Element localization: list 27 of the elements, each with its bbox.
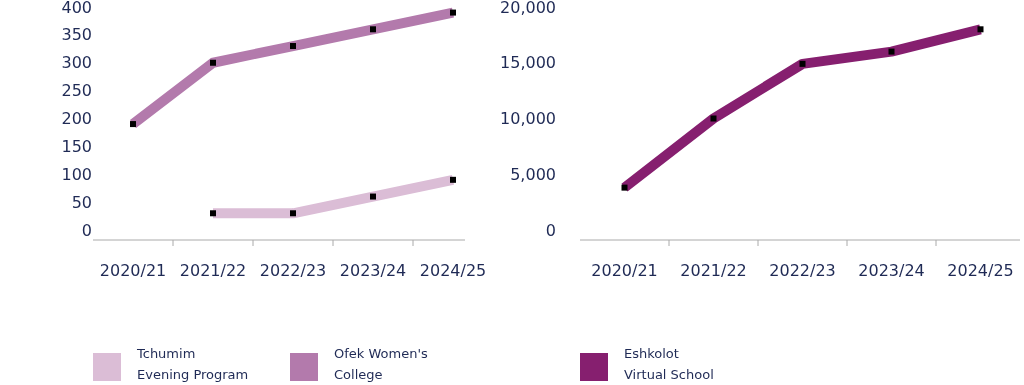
y-tick-label: 250 [61,81,92,101]
y-tick-label: 200 [61,109,92,129]
y-tick-label: 350 [61,25,92,45]
y-tick-label: 50 [71,192,92,212]
legend-label: Tchumim Evening Program [136,346,249,382]
x-tick-label: 2021/22 [179,261,247,280]
x-tick-label: 2023/24 [339,261,407,280]
y-tick-label: 400 [61,0,92,17]
legend-label: Ofek Women's College [334,346,428,382]
y-tick-label: 0 [545,220,556,240]
y-tick-label: 20,000 [500,0,556,17]
x-tick-label: 2020/21 [99,261,167,280]
legend-label: Eshkolot Virtual School [624,346,714,382]
x-tick-label: 2022/23 [769,261,836,280]
y-tick-label: 10,000 [500,109,556,129]
x-tick-label: 2020/21 [591,261,658,280]
y-tick-label: 0 [81,220,92,240]
y-tick-label: 15,000 [500,53,556,73]
x-tick-label: 2023/24 [858,261,925,280]
x-tick-label: 2024/25 [419,261,487,280]
y-tick-label: 5,000 [510,164,556,184]
x-tick-label: 2024/25 [947,261,1014,280]
y-tick-label: 300 [61,53,92,73]
x-tick-label: 2022/23 [259,261,327,280]
y-tick-label: 100 [61,164,92,184]
x-tick-label: 2021/22 [680,261,747,280]
y-tick-label: 150 [61,136,92,156]
